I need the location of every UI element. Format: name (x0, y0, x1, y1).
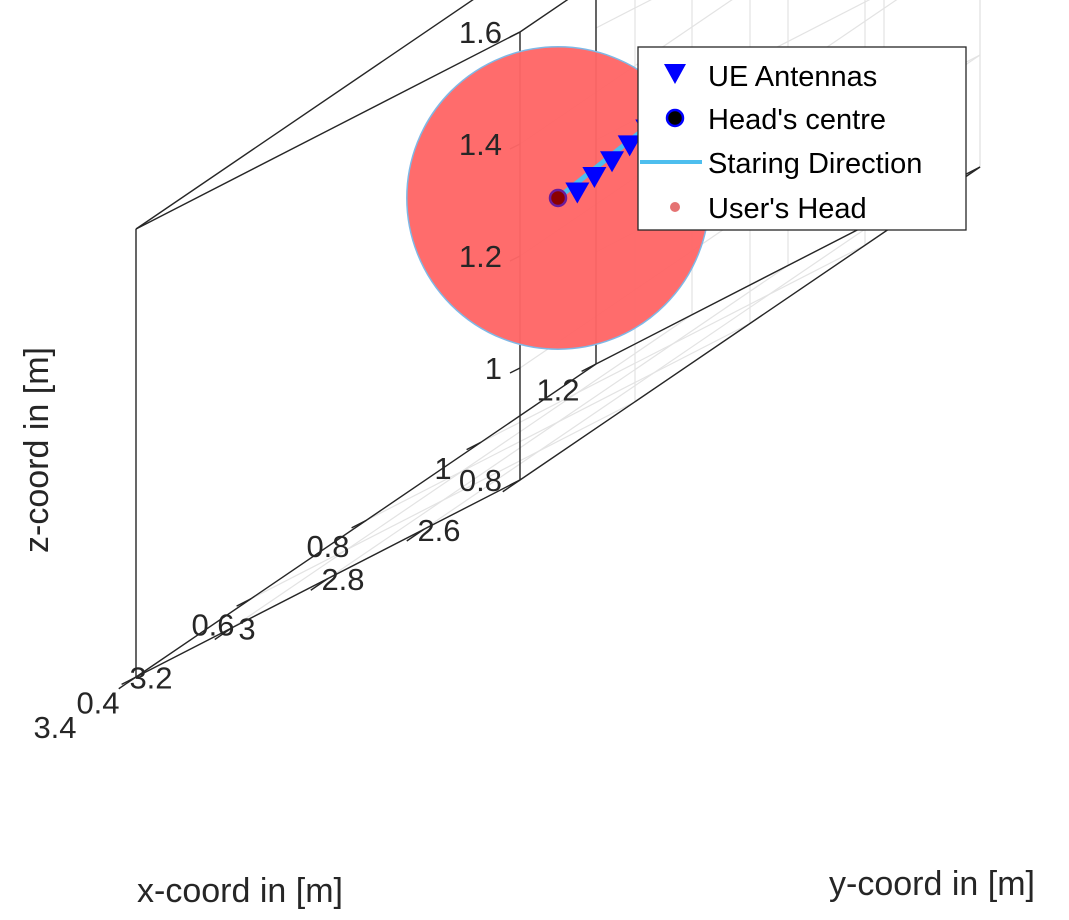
z-tick-label: 1.6 (459, 15, 502, 50)
y-tick-label: 0.4 (76, 686, 119, 721)
x-tick-label: 2.8 (321, 562, 364, 597)
y-tick-label: 1 (434, 451, 451, 486)
x-tick-label: 2.6 (417, 513, 460, 548)
ue-antenna-point (582, 167, 607, 189)
legend-users-head-marker (670, 202, 680, 212)
z-tick-label: 1.4 (459, 127, 502, 162)
legend: UE Antennas Head's centre Staring Direct… (637, 46, 967, 231)
z-tick-label: 1.2 (459, 239, 502, 274)
grid-line-y (365, 322, 751, 522)
y-tick-mark (466, 441, 482, 451)
ue-antenna-point (617, 135, 642, 157)
box-edge (135, 0, 474, 230)
z-tick-mark (509, 367, 521, 374)
legend-head-centre-label: Head's centre (708, 104, 886, 136)
z-axis-label: z-coord in [m] (18, 347, 56, 553)
legend-users-head-label: User's Head (708, 193, 867, 225)
ue-antenna-point (565, 182, 590, 204)
z-tick-label: 1 (485, 351, 502, 386)
grid-line-y (480, 244, 866, 443)
y-tick-mark (121, 676, 137, 686)
x-tick-label: 3.4 (33, 710, 76, 745)
z-tick-mark (509, 479, 521, 486)
z-tick-label: 0.8 (459, 463, 502, 498)
tick-labels: 2.62.833.23.40.40.60.811.20.811.21.41.6 (33, 15, 579, 745)
legend-ue-antennas-marker (664, 64, 686, 84)
x-tick-mark (310, 577, 329, 591)
x-tick-mark (214, 627, 233, 641)
head-centre-point (548, 188, 568, 208)
x-tick-label: 3.2 (129, 661, 172, 696)
x-tick-mark (406, 528, 425, 542)
ue-antenna-point (600, 151, 625, 173)
y-tick-label: 1.2 (536, 373, 579, 408)
legend-box (637, 46, 967, 231)
y-tick-label: 0.8 (306, 529, 349, 564)
y-tick-mark (351, 519, 367, 529)
y-tick-label: 0.6 (191, 607, 234, 642)
y-tick-mark (581, 363, 597, 373)
grid-line-y (250, 401, 636, 600)
legend-staring-direction-label: Staring Direction (708, 148, 922, 180)
y-tick-mark (236, 598, 252, 607)
y-axis-label: y-coord in [m] (829, 865, 1035, 903)
x-tick-label: 3 (238, 611, 255, 646)
x-axis-label: x-coord in [m] (137, 872, 343, 910)
box-edge (135, 31, 521, 230)
tick-marks (118, 31, 597, 690)
legend-ue-antennas-label: UE Antennas (708, 61, 877, 93)
z-tick-mark (509, 31, 521, 38)
legend-head-centre-marker (665, 108, 685, 128)
